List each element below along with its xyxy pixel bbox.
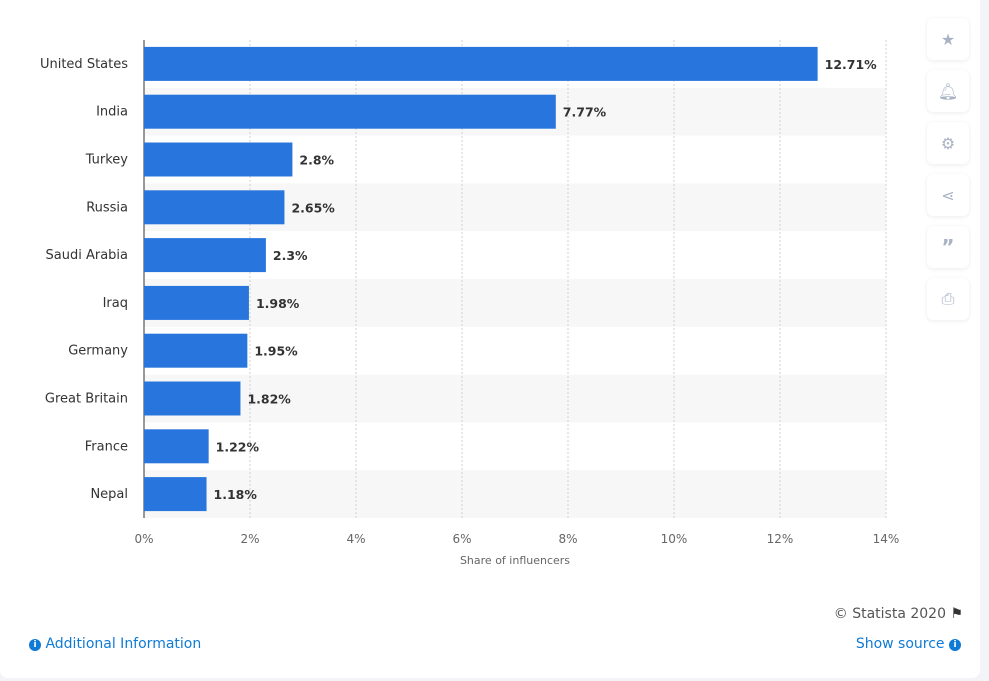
bar: [144, 381, 241, 416]
x-tick-label: 4%: [346, 532, 365, 546]
bar: [144, 333, 248, 368]
toolbar: ★ 🔔︎ ⚙ ⋖ ” ⎙: [927, 18, 969, 330]
flag-icon: ⚑: [950, 606, 963, 622]
x-tick-label: 12%: [767, 532, 794, 546]
x-tick-label: 2%: [240, 532, 259, 546]
y-category-label: Iraq: [103, 296, 128, 311]
data-label: 2.3%: [273, 248, 308, 263]
data-label: 7.77%: [563, 105, 607, 120]
gear-icon: ⚙: [940, 133, 956, 153]
bar: [144, 238, 266, 273]
print-button[interactable]: ⎙: [927, 278, 969, 320]
data-label: 1.82%: [247, 392, 291, 407]
x-tick-label: 8%: [558, 532, 577, 546]
favorite-button[interactable]: ★: [927, 18, 969, 60]
y-category-label: India: [96, 105, 128, 120]
x-axis-title: Share of influencers: [460, 554, 570, 567]
x-tick-label: 6%: [452, 532, 471, 546]
y-category-label: Great Britain: [45, 392, 128, 407]
y-category-label: United States: [40, 57, 128, 72]
quote-icon: ”: [941, 235, 955, 259]
data-label: 1.98%: [256, 296, 300, 311]
print-icon: ⎙: [941, 289, 955, 308]
additional-information-link[interactable]: i Additional Information: [29, 636, 201, 652]
notification-button[interactable]: 🔔︎: [927, 70, 969, 112]
y-category-label: Turkey: [85, 153, 129, 168]
data-label: 1.95%: [254, 344, 298, 359]
cite-button[interactable]: ”: [927, 226, 969, 268]
y-category-label: Russia: [86, 200, 128, 215]
bar: [144, 142, 293, 177]
bar: [144, 285, 249, 320]
bar: [144, 46, 818, 81]
row-band: [144, 470, 886, 518]
data-label: 2.8%: [299, 153, 334, 168]
data-label: 12.71%: [825, 57, 878, 72]
additional-information-label: Additional Information: [45, 636, 202, 652]
share-icon: ⋖: [941, 185, 955, 205]
bar: [144, 94, 556, 129]
row-band: [144, 374, 886, 423]
bar: [144, 429, 209, 464]
y-category-label: Germany: [68, 344, 128, 359]
x-tick-label: 10%: [661, 532, 688, 546]
y-category-label: France: [85, 439, 128, 454]
bell-icon: 🔔︎: [937, 81, 959, 101]
data-label: 1.18%: [214, 487, 258, 502]
x-tick-label: 14%: [873, 532, 900, 546]
bar-chart: 0% 2% 4% 6% 8% 10% 12% 14% United States 12.71% In…: [40, 40, 900, 567]
bar: [144, 190, 285, 225]
y-category-label: Saudi Arabia: [46, 248, 129, 263]
data-label: 2.65%: [291, 200, 335, 215]
settings-button[interactable]: ⚙: [927, 122, 969, 164]
row-band: [144, 279, 886, 327]
show-source-label: Show source: [855, 636, 945, 652]
y-category-label: Nepal: [90, 487, 128, 502]
copyright-credit[interactable]: © Statista 2020 ⚑: [834, 606, 963, 622]
share-button[interactable]: ⋖: [927, 174, 969, 216]
credit-text: © Statista 2020: [833, 606, 946, 622]
info-icon: i: [949, 639, 961, 651]
info-icon: i: [29, 639, 41, 651]
show-source-link[interactable]: Show source i: [856, 636, 961, 652]
data-label: 1.22%: [216, 439, 260, 454]
bar: [144, 477, 207, 512]
x-tick-label: 0%: [134, 532, 153, 546]
star-icon: ★: [940, 29, 956, 49]
